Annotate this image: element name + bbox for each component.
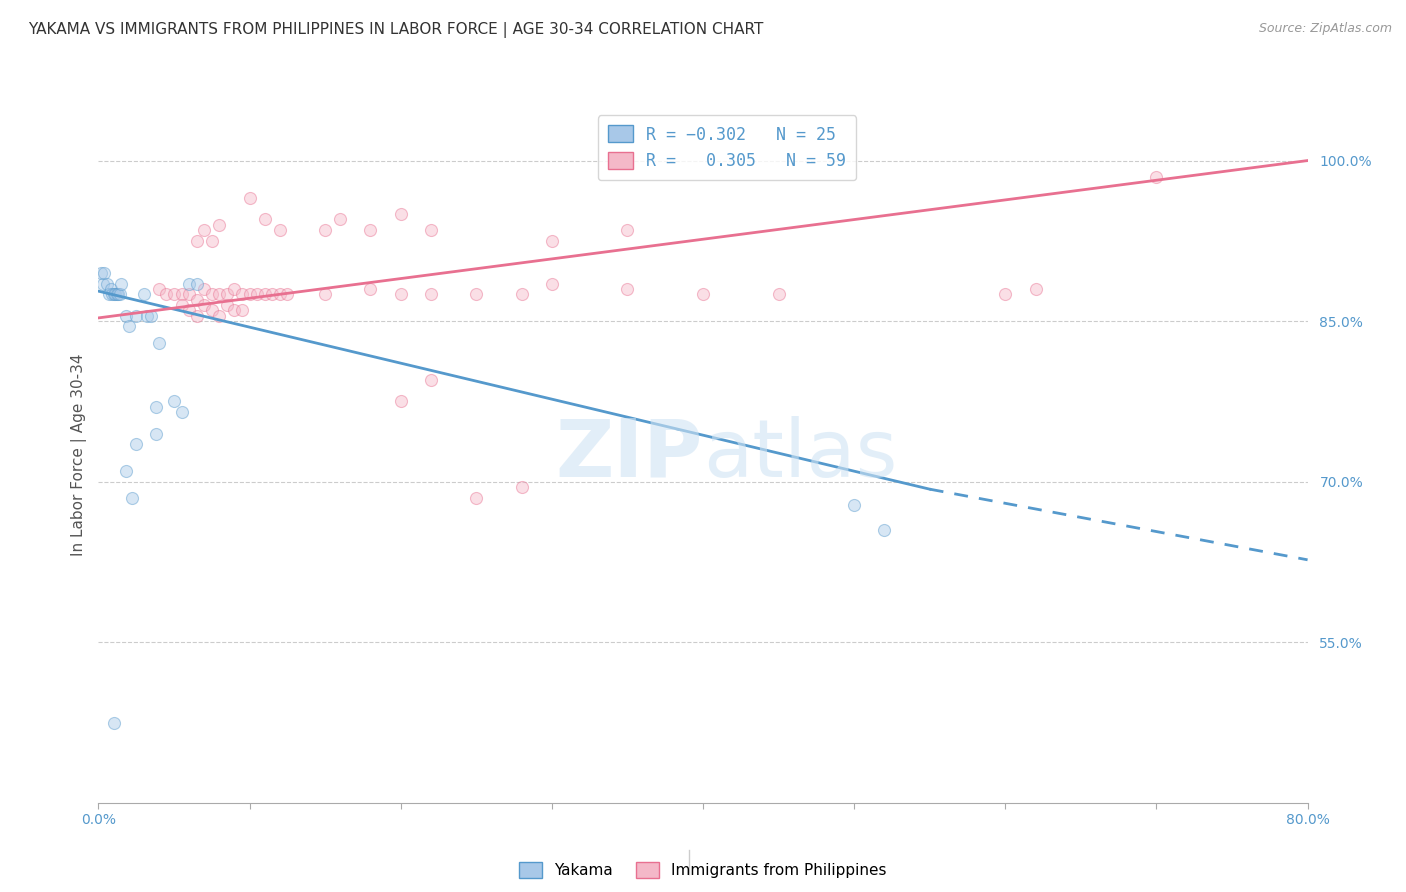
Point — [224, 282, 246, 296]
Point — [844, 498, 866, 512]
Text: atlas: atlas — [703, 416, 897, 494]
Point — [616, 282, 638, 296]
Point — [389, 207, 412, 221]
Point — [208, 309, 231, 323]
Legend: Yakama, Immigrants from Philippines: Yakama, Immigrants from Philippines — [513, 856, 893, 884]
Point — [215, 287, 238, 301]
Point — [994, 287, 1017, 301]
Point — [276, 287, 298, 301]
Text: ZIP: ZIP — [555, 416, 703, 494]
Point — [114, 309, 136, 323]
Text: Source: ZipAtlas.com: Source: ZipAtlas.com — [1258, 22, 1392, 36]
Text: YAKAMA VS IMMIGRANTS FROM PHILIPPINES IN LABOR FORCE | AGE 30-34 CORRELATION CHA: YAKAMA VS IMMIGRANTS FROM PHILIPPINES IN… — [28, 22, 763, 38]
Point — [135, 309, 157, 323]
Point — [510, 480, 533, 494]
Point — [419, 223, 441, 237]
Point — [108, 287, 131, 301]
Y-axis label: In Labor Force | Age 30-34: In Labor Force | Age 30-34 — [72, 353, 87, 557]
Point — [224, 303, 246, 318]
Point — [1144, 169, 1167, 184]
Point — [96, 277, 118, 291]
Point — [253, 212, 276, 227]
Point — [186, 293, 208, 307]
Point — [132, 287, 155, 301]
Point — [193, 223, 215, 237]
Point — [692, 287, 714, 301]
Point — [125, 309, 148, 323]
Point — [239, 191, 262, 205]
Point — [145, 400, 167, 414]
Point — [98, 287, 121, 301]
Point — [201, 234, 224, 248]
Point — [121, 491, 143, 505]
Point — [105, 287, 128, 301]
Point — [465, 491, 488, 505]
Point — [193, 298, 215, 312]
Point — [103, 715, 125, 730]
Point — [239, 287, 262, 301]
Point — [177, 287, 201, 301]
Point — [91, 277, 114, 291]
Point — [389, 394, 412, 409]
Point — [141, 309, 163, 323]
Point — [93, 266, 115, 280]
Point — [465, 287, 488, 301]
Point — [177, 277, 201, 291]
Point — [186, 234, 208, 248]
Point — [90, 266, 112, 280]
Point — [269, 287, 291, 301]
Point — [201, 303, 224, 318]
Point — [100, 282, 122, 296]
Point — [314, 287, 336, 301]
Point — [768, 287, 790, 301]
Point — [163, 394, 186, 409]
Point — [510, 287, 533, 301]
Point — [269, 223, 291, 237]
Point — [170, 287, 193, 301]
Point — [193, 282, 215, 296]
Point — [114, 464, 136, 478]
Point — [208, 287, 231, 301]
Point — [107, 287, 129, 301]
Point — [186, 277, 208, 291]
Point — [201, 287, 224, 301]
Point — [262, 287, 284, 301]
Point — [101, 287, 124, 301]
Legend: R = −0.302   N = 25, R =   0.305   N = 59: R = −0.302 N = 25, R = 0.305 N = 59 — [598, 115, 856, 180]
Point — [419, 287, 441, 301]
Point — [231, 303, 253, 318]
Point — [231, 287, 253, 301]
Point — [170, 405, 193, 419]
Point — [103, 287, 125, 301]
Point — [177, 303, 201, 318]
Point — [246, 287, 269, 301]
Point — [148, 335, 170, 350]
Point — [148, 282, 170, 296]
Point — [329, 212, 352, 227]
Point — [616, 223, 638, 237]
Point — [540, 234, 562, 248]
Point — [208, 218, 231, 232]
Point — [253, 287, 276, 301]
Point — [125, 437, 148, 451]
Point — [1024, 282, 1046, 296]
Point — [163, 287, 186, 301]
Point — [155, 287, 177, 301]
Point — [314, 223, 336, 237]
Point — [215, 298, 238, 312]
Point — [360, 223, 382, 237]
Point — [186, 309, 208, 323]
Point — [110, 277, 132, 291]
Point — [389, 287, 412, 301]
Point — [170, 298, 193, 312]
Point — [360, 282, 382, 296]
Point — [145, 426, 167, 441]
Point — [419, 373, 441, 387]
Point — [104, 287, 127, 301]
Point — [118, 319, 141, 334]
Point — [540, 277, 562, 291]
Point — [873, 523, 896, 537]
